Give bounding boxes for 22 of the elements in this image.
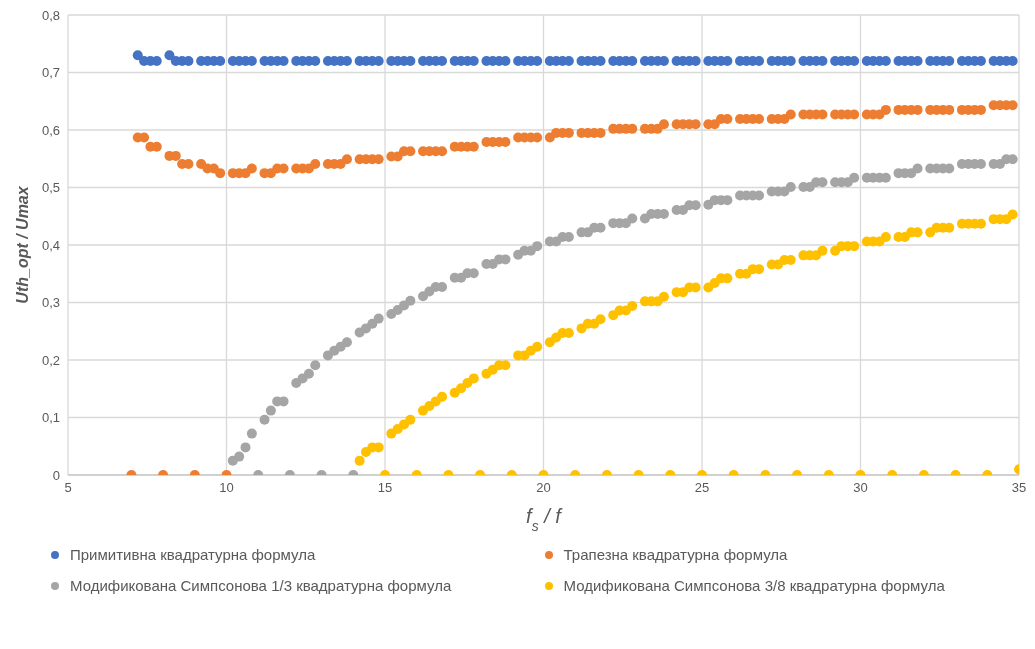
x-tick-label: 25 (694, 480, 710, 496)
x-tick-label: 15 (377, 480, 393, 496)
legend-label: Примитивна квадратурна формула (70, 546, 316, 563)
x-axis-title: f$_{s}$ / f (526, 505, 564, 534)
x-tick-label: 5 (64, 480, 72, 496)
legend-label: Модификована Симпсонова 3/8 квадратурна формула (563, 577, 945, 594)
legend-label: Трапезна квадратурна формула (563, 546, 788, 563)
x-tick-label: 10 (219, 480, 234, 496)
y-tick-label: 0,8 (41, 7, 60, 23)
x-tick-label: 30 (853, 480, 868, 496)
y-axis-title: Uth_opt / Umax (14, 185, 31, 304)
legend-label: Модификована Симпсонова 1/3 квадратурна формула (70, 577, 452, 594)
y-tick-label: 0 (52, 467, 60, 483)
y-tick-label: 0,1 (41, 410, 60, 426)
y-tick-label: 0,5 (41, 180, 60, 196)
y-tick-label: 0,3 (41, 295, 60, 311)
x-tick-label: 35 (1011, 480, 1027, 496)
x-tick-label: 20 (536, 480, 551, 496)
y-tick-label: 0,4 (41, 237, 60, 253)
y-tick-label: 0,7 (41, 65, 60, 81)
y-tick-label: 0,2 (41, 352, 60, 368)
y-tick-label: 0,6 (41, 122, 60, 138)
